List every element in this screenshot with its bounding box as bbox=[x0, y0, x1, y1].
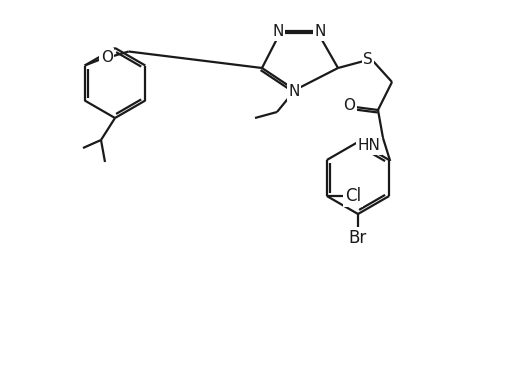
Text: Cl: Cl bbox=[345, 187, 361, 205]
Text: N: N bbox=[289, 85, 300, 99]
Text: N: N bbox=[314, 24, 326, 40]
Text: N: N bbox=[272, 24, 283, 40]
Text: O: O bbox=[101, 50, 113, 65]
Text: HN: HN bbox=[358, 139, 380, 154]
Text: O: O bbox=[343, 97, 355, 113]
Text: S: S bbox=[363, 52, 373, 68]
Text: Br: Br bbox=[349, 229, 367, 247]
